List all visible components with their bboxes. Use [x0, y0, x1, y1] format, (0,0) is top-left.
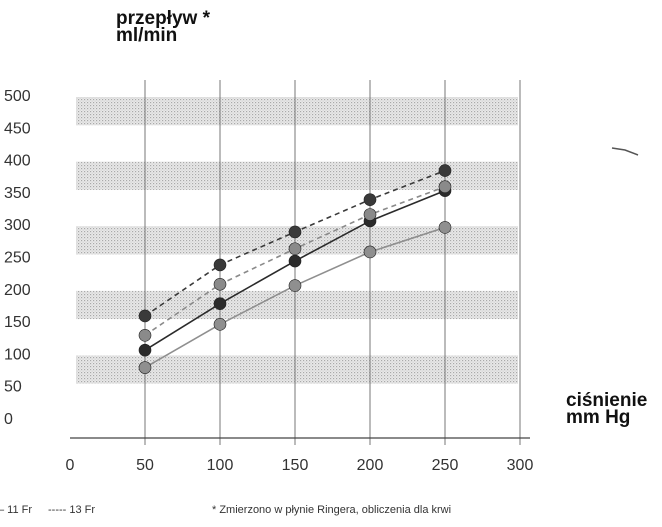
y-axis-title: przepływ * ml/min	[116, 8, 210, 46]
data-point	[288, 242, 302, 256]
data-point	[138, 329, 152, 342]
y-tick-label: 300	[4, 217, 31, 234]
y-axis-title-line2: ml/min	[116, 25, 178, 46]
data-point	[138, 361, 152, 374]
x-tick-label: 200	[357, 457, 384, 474]
y-tick-label: 100	[4, 346, 31, 363]
y-tick-label: 150	[4, 314, 31, 331]
x-tick-label: 100	[207, 457, 234, 474]
x-axis-ticks: 0 50 100 150 200 250 300	[66, 457, 534, 474]
x-tick-label: 50	[136, 457, 154, 474]
y-tick-label: 500	[4, 88, 31, 105]
x-tick-label: 0	[66, 457, 75, 474]
y-axis-title-line1: przepływ *	[116, 8, 210, 29]
data-point	[363, 208, 377, 221]
y-tick-label: 450	[4, 120, 31, 137]
data-point	[213, 277, 227, 291]
decorative-arrow-mark	[611, 147, 639, 156]
data-point	[213, 297, 227, 310]
data-point	[438, 164, 452, 177]
x-axis-title: ciśnienie mm Hg	[566, 390, 648, 428]
data-point	[438, 221, 452, 234]
background-band	[76, 97, 518, 126]
data-point	[288, 279, 302, 292]
x-tick-label: 250	[432, 457, 459, 474]
data-point	[213, 318, 227, 331]
data-point	[438, 180, 452, 194]
x-axis-title-line1: ciśnienie	[566, 390, 648, 411]
data-point	[363, 245, 377, 259]
data-point	[138, 309, 152, 323]
background-band	[76, 161, 518, 190]
data-point	[363, 193, 377, 206]
data-point	[288, 254, 302, 268]
y-tick-label: 200	[4, 282, 31, 299]
y-tick-label: 350	[4, 185, 31, 202]
legend-item-13fr: ----- 13 Fr	[48, 504, 96, 516]
x-tick-label: 300	[507, 457, 534, 474]
vertical-gridlines	[144, 80, 521, 445]
y-tick-label: 50	[4, 379, 22, 396]
y-tick-label: 400	[4, 153, 31, 170]
y-tick-label: 250	[4, 250, 31, 267]
x-axis-title-line2: mm Hg	[566, 407, 631, 428]
series-points	[138, 164, 452, 374]
footnote: * Zmierzono w płynie Ringera, obliczenia…	[212, 504, 452, 516]
data-point	[213, 258, 227, 272]
y-tick-label: 0	[4, 411, 13, 428]
x-tick-label: 150	[282, 457, 309, 474]
data-point	[288, 225, 302, 239]
data-point	[138, 343, 152, 357]
legend-item-11fr: – 11 Fr	[0, 504, 33, 516]
